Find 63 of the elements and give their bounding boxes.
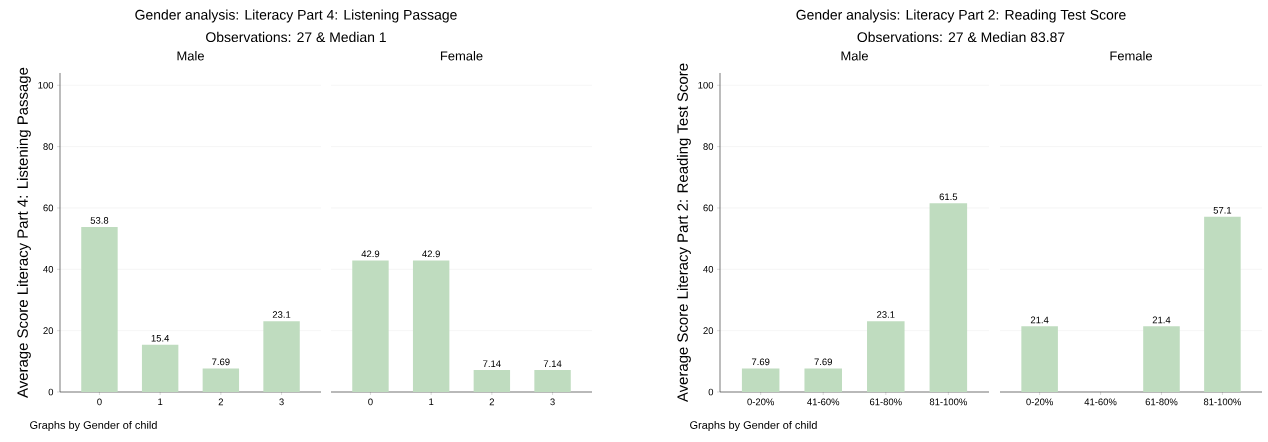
bar <box>929 203 968 392</box>
y-tick-label: 100 <box>38 81 54 89</box>
x-tick-label: 1 <box>429 398 434 406</box>
x-tick-label: 81-100% <box>1203 398 1241 406</box>
chart-title: Male <box>177 50 204 61</box>
text: Observations: 27 & Median 1 <box>206 31 386 43</box>
text: Graphs by Gender of child <box>30 420 157 432</box>
data-label: 7.14 <box>543 360 562 367</box>
y-tick-label: 20 <box>43 327 54 334</box>
data-label: 7.69 <box>751 358 770 366</box>
x-tick-label: 61-80% <box>1145 398 1178 406</box>
y-tick-label: 40 <box>43 265 54 273</box>
x-tick-label: 3 <box>550 398 555 406</box>
data-label: 42.9 <box>361 250 380 258</box>
x-tick-label: 81-100% <box>929 398 967 406</box>
data-label: 61.5 <box>939 193 958 201</box>
y-tick-label: 80 <box>43 143 54 150</box>
x-tick-label: 2 <box>489 398 495 406</box>
bar <box>202 368 240 392</box>
text: Gender analysis: Literacy Part 4: Listening Passage <box>135 9 457 23</box>
data-label: 21.4 <box>1030 316 1049 324</box>
y-tick-label: 60 <box>703 204 714 212</box>
x-tick-label: 1 <box>158 398 163 406</box>
bar <box>804 368 842 392</box>
bar <box>867 321 905 392</box>
bar <box>741 368 780 392</box>
x-tick-label: 61-80% <box>869 398 902 406</box>
chart-title: Male <box>841 50 868 61</box>
x-tick-label: 0 <box>368 398 373 406</box>
bar <box>263 321 300 392</box>
data-label: 42.9 <box>422 250 440 258</box>
y-tick-label: 100 <box>698 81 714 89</box>
bar <box>141 344 179 392</box>
data-label: 53.8 <box>90 217 109 224</box>
x-tick-label: 0-20% <box>1026 398 1053 406</box>
data-label: 15.4 <box>151 334 170 342</box>
bar <box>81 226 118 392</box>
data-label: 7.69 <box>212 358 230 366</box>
text: Gender analysis: Literacy Part 2: Reading Test Score <box>796 9 1126 23</box>
data-label: 21.4 <box>1152 316 1171 324</box>
y-axis-title: Average Score Literacy Part 2: Reading Test Score <box>676 63 691 403</box>
y-tick-label: 60 <box>43 204 54 212</box>
data-label: 23.1 <box>877 311 895 318</box>
data-label: 7.69 <box>814 358 832 366</box>
x-tick-label: 41-60% <box>807 398 840 406</box>
chart-title: Female <box>1110 50 1153 61</box>
chart-title: Female <box>440 50 483 61</box>
x-tick-label: 2 <box>218 398 224 406</box>
y-tick-label: 0 <box>708 388 714 396</box>
y-tick-label: 40 <box>703 265 714 273</box>
x-tick-label: 41-60% <box>1084 398 1117 406</box>
y-tick-label: 0 <box>48 388 54 396</box>
text: Graphs by Gender of child <box>690 420 817 432</box>
text: Observations: 27 & Median 83.87 <box>857 31 1065 43</box>
y-axis-title: Average Score Literacy Part 4: Listening Passage <box>16 67 31 398</box>
data-label: 57.1 <box>1213 207 1232 214</box>
y-tick-label: 20 <box>703 327 714 334</box>
x-tick-label: 0 <box>97 398 102 406</box>
data-label: 23.1 <box>272 311 291 318</box>
x-tick-label: 3 <box>279 398 284 406</box>
x-tick-label: 0-20% <box>747 398 775 406</box>
y-tick-label: 80 <box>703 143 714 150</box>
data-label: 7.14 <box>483 360 501 367</box>
